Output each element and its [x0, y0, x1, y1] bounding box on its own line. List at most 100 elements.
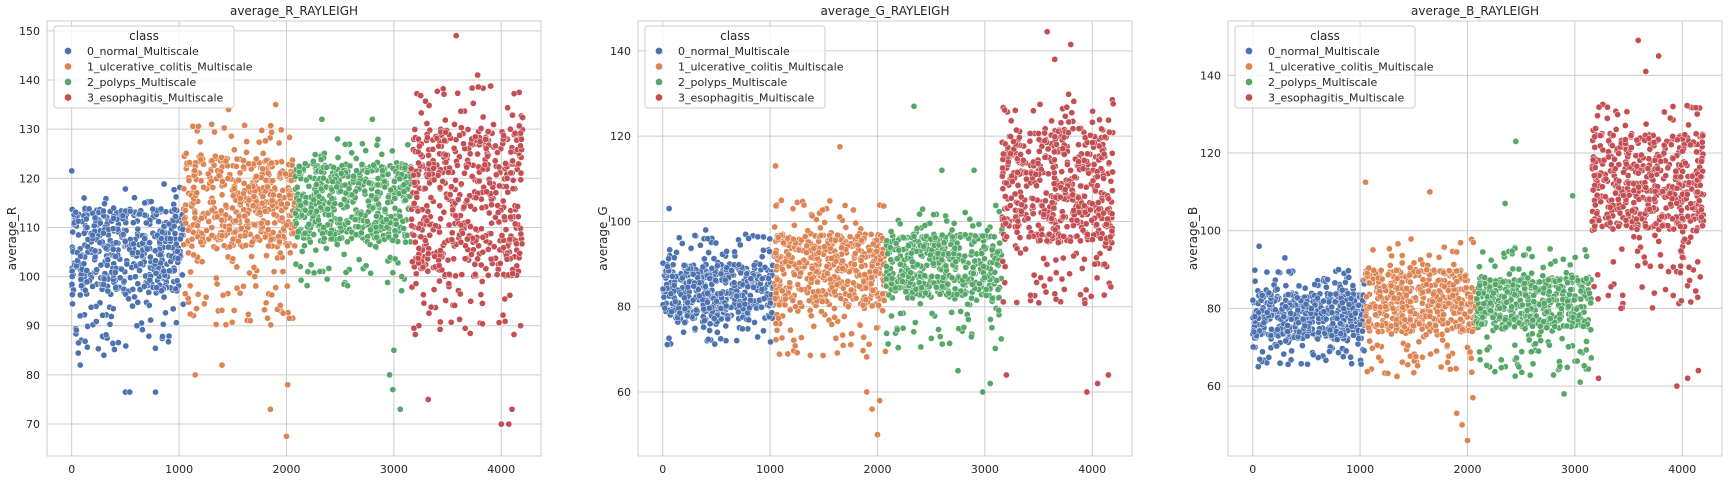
data-point	[208, 157, 216, 165]
data-point	[667, 290, 675, 298]
data-point	[1003, 233, 1010, 241]
data-point	[305, 220, 313, 228]
data-point	[961, 272, 969, 280]
data-point	[1066, 270, 1073, 278]
data-point	[1081, 192, 1088, 200]
data-point	[451, 121, 458, 128]
data-point	[1094, 380, 1101, 387]
data-point	[1348, 360, 1355, 368]
data-point	[384, 279, 391, 286]
data-point	[1271, 306, 1279, 314]
data-point	[660, 293, 668, 301]
data-point	[378, 150, 386, 158]
data-point	[329, 178, 336, 185]
data-point	[137, 260, 145, 268]
data-point	[159, 333, 166, 340]
data-point	[231, 228, 239, 236]
data-point	[452, 272, 459, 280]
data-point	[450, 144, 458, 152]
data-point	[784, 350, 792, 358]
data-point	[341, 181, 349, 189]
data-point	[320, 174, 327, 182]
data-point	[433, 134, 441, 142]
data-point	[1299, 342, 1306, 349]
data-point	[493, 271, 501, 278]
data-point	[479, 113, 487, 121]
data-point	[678, 274, 686, 282]
legend-entry: 2_polyps_Multiscale	[87, 76, 196, 89]
data-point	[427, 194, 435, 201]
data-point	[739, 325, 746, 333]
data-point	[141, 235, 149, 242]
data-point	[897, 310, 904, 317]
data-point	[467, 297, 475, 305]
data-point	[714, 329, 721, 336]
data-point	[229, 255, 237, 263]
data-point	[1097, 235, 1105, 242]
data-point	[751, 319, 758, 326]
data-point	[1016, 134, 1023, 141]
data-point	[1355, 335, 1363, 342]
data-point	[1075, 125, 1083, 132]
data-point	[690, 282, 698, 290]
data-point	[1294, 306, 1302, 314]
data-point	[268, 197, 276, 204]
data-point	[1000, 150, 1007, 158]
data-point	[432, 222, 439, 229]
data-point	[254, 233, 261, 241]
data-point	[899, 324, 907, 332]
data-point	[862, 296, 870, 303]
data-point	[285, 314, 293, 322]
data-point	[1105, 159, 1113, 167]
data-point	[1273, 285, 1281, 293]
data-point	[1061, 186, 1069, 193]
data-point	[424, 396, 432, 403]
data-point	[733, 337, 741, 344]
data-point	[82, 215, 90, 223]
data-point	[102, 331, 110, 339]
data-point	[1256, 355, 1264, 363]
data-point	[182, 150, 190, 157]
data-point	[1089, 107, 1096, 115]
data-point	[404, 141, 412, 149]
data-point	[103, 261, 111, 269]
data-point	[180, 241, 187, 249]
data-point	[72, 208, 80, 216]
data-point	[1051, 56, 1059, 63]
data-point	[436, 277, 443, 285]
data-point	[222, 321, 230, 329]
data-point	[240, 282, 247, 290]
data-point	[93, 266, 101, 274]
data-point	[934, 273, 941, 281]
data-point	[95, 345, 102, 353]
data-point	[1029, 195, 1037, 202]
data-point	[147, 253, 154, 261]
data-point	[831, 313, 838, 321]
legend-title: class	[720, 29, 750, 43]
data-point	[412, 280, 420, 287]
data-point	[1274, 326, 1281, 333]
data-point	[77, 276, 85, 283]
data-point	[191, 214, 199, 222]
data-point	[367, 269, 374, 277]
data-point	[945, 289, 953, 297]
data-point	[279, 309, 287, 317]
data-point	[961, 231, 969, 239]
data-point	[457, 238, 465, 246]
data-point	[401, 164, 409, 172]
data-point	[515, 122, 523, 130]
data-point	[1326, 326, 1334, 334]
data-point	[343, 203, 351, 210]
data-point	[1276, 359, 1284, 367]
data-point	[208, 120, 216, 128]
data-point	[1108, 227, 1116, 235]
data-point	[988, 324, 996, 332]
data-point	[484, 271, 492, 279]
data-point	[1263, 309, 1271, 316]
data-point	[1064, 161, 1071, 168]
data-point	[1059, 145, 1067, 152]
data-point	[89, 231, 96, 239]
data-point	[1041, 154, 1049, 161]
data-point	[964, 300, 971, 308]
data-point	[993, 277, 1001, 284]
